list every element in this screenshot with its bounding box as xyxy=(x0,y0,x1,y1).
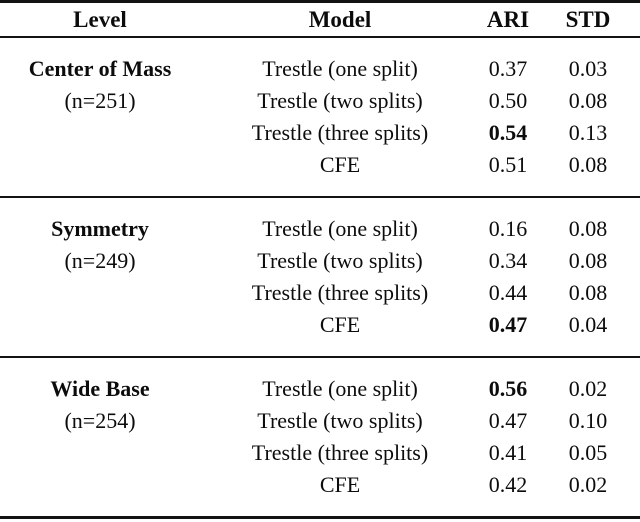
table-header-row: Level Model ARI STD xyxy=(0,2,640,37)
std-cell: 0.10 xyxy=(568,408,608,433)
model-cell: Trestle (one split) xyxy=(262,376,418,401)
std-cell: 0.08 xyxy=(568,248,608,273)
model-cell: Trestle (three splits) xyxy=(251,440,429,465)
ari-cell: 0.44 xyxy=(488,280,528,305)
model-cell: Trestle (two splits) xyxy=(257,408,423,433)
table-row: Trestle (three splits) 0.54 0.13 xyxy=(0,117,640,149)
group-level-spacer xyxy=(0,309,200,357)
group-center-of-mass: Center of Mass Trestle (one split) 0.37 … xyxy=(0,37,640,197)
table-row: Trestle (three splits) 0.41 0.05 xyxy=(0,437,640,469)
ari-cell: 0.54 xyxy=(488,120,528,145)
ari-cell: 0.50 xyxy=(488,88,528,113)
std-cell: 0.03 xyxy=(568,56,608,81)
table-row: CFE 0.42 0.02 xyxy=(0,469,640,518)
group-level-name: Symmetry xyxy=(51,216,149,241)
table-row: Wide Base Trestle (one split) 0.56 0.02 xyxy=(0,357,640,405)
table-row: Trestle (three splits) 0.44 0.08 xyxy=(0,277,640,309)
group-symmetry: Symmetry Trestle (one split) 0.16 0.08 (… xyxy=(0,197,640,357)
group-wide-base: Wide Base Trestle (one split) 0.56 0.02 … xyxy=(0,357,640,518)
table-row: CFE 0.47 0.04 xyxy=(0,309,640,357)
std-cell: 0.08 xyxy=(568,216,608,241)
table-row: (n=249) Trestle (two splits) 0.34 0.08 xyxy=(0,245,640,277)
group-sample-size: (n=251) xyxy=(64,88,136,113)
group-level-spacer xyxy=(0,469,200,518)
model-cell: Trestle (one split) xyxy=(262,56,418,81)
ari-cell: 0.42 xyxy=(488,472,528,497)
column-header-model: Model xyxy=(308,7,372,32)
column-header-level: Level xyxy=(73,7,127,32)
model-cell: Trestle (three splits) xyxy=(251,120,429,145)
std-cell: 0.08 xyxy=(568,280,608,305)
group-sample-size: (n=249) xyxy=(64,248,136,273)
ari-cell: 0.16 xyxy=(488,216,528,241)
model-cell: Trestle (two splits) xyxy=(257,248,423,273)
model-cell: CFE xyxy=(319,472,361,497)
column-header-std: STD xyxy=(565,7,611,32)
table-row: CFE 0.51 0.08 xyxy=(0,149,640,197)
std-cell: 0.05 xyxy=(568,440,608,465)
group-level-spacer xyxy=(0,437,200,469)
column-header-ari: ARI xyxy=(486,7,530,32)
group-level-spacer xyxy=(0,277,200,309)
std-cell: 0.08 xyxy=(568,88,608,113)
group-level-spacer xyxy=(0,149,200,197)
ari-cell: 0.34 xyxy=(488,248,528,273)
ari-cell: 0.37 xyxy=(488,56,528,81)
group-level-name: Center of Mass xyxy=(28,56,172,81)
ari-cell: 0.56 xyxy=(488,376,528,401)
table-row: (n=251) Trestle (two splits) 0.50 0.08 xyxy=(0,85,640,117)
model-cell: Trestle (two splits) xyxy=(257,88,423,113)
std-cell: 0.02 xyxy=(568,376,608,401)
model-cell: CFE xyxy=(319,312,361,337)
table-row: (n=254) Trestle (two splits) 0.47 0.10 xyxy=(0,405,640,437)
ari-cell: 0.41 xyxy=(488,440,528,465)
std-cell: 0.08 xyxy=(568,152,608,177)
table-row: Center of Mass Trestle (one split) 0.37 … xyxy=(0,37,640,85)
group-level-spacer xyxy=(0,117,200,149)
std-cell: 0.04 xyxy=(568,312,608,337)
model-cell: Trestle (one split) xyxy=(262,216,418,241)
group-sample-size: (n=254) xyxy=(64,408,136,433)
group-level-name: Wide Base xyxy=(50,376,150,401)
ari-cell: 0.47 xyxy=(488,408,528,433)
model-cell: Trestle (three splits) xyxy=(251,280,429,305)
std-cell: 0.02 xyxy=(568,472,608,497)
ari-cell: 0.47 xyxy=(488,312,528,337)
ari-cell: 0.51 xyxy=(488,152,528,177)
table-row: Symmetry Trestle (one split) 0.16 0.08 xyxy=(0,197,640,245)
model-cell: CFE xyxy=(319,152,361,177)
std-cell: 0.13 xyxy=(568,120,608,145)
